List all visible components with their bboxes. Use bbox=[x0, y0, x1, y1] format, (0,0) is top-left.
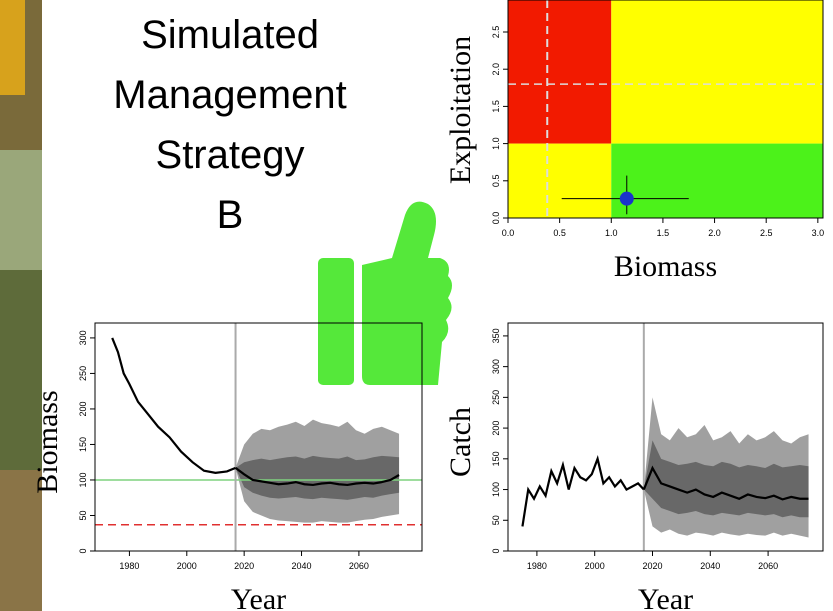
x-tick-label: 1.0 bbox=[605, 228, 618, 238]
line bbox=[522, 459, 643, 527]
thumbs-up bbox=[318, 202, 452, 385]
quadrant bbox=[611, 0, 823, 144]
photo-tile bbox=[0, 0, 25, 95]
y-tick-label: 250 bbox=[78, 366, 88, 381]
y-tick-label: 250 bbox=[491, 390, 501, 405]
y-tick-label: 100 bbox=[78, 472, 88, 487]
x-axis-label: Year bbox=[231, 583, 286, 611]
y-tick-label: 100 bbox=[491, 482, 501, 497]
thumb-cuff bbox=[318, 258, 354, 385]
x-tick-label: 1980 bbox=[527, 561, 547, 571]
photo-hill bbox=[0, 150, 42, 270]
title-line: Strategy bbox=[156, 133, 305, 177]
chart: 1980 2000 2020 2040 2060 0 50 100 150 200 250 300 35… bbox=[444, 323, 823, 611]
chart: 0.0 0.5 1.0 1.5 2.0 2.5 3.0 0.0 0.5 1.0 1.5 2.0 2.5 B… bbox=[444, 0, 824, 283]
y-tick-label: 2.5 bbox=[491, 26, 501, 39]
y-tick-label: 350 bbox=[491, 328, 501, 343]
title-line: B bbox=[217, 193, 244, 237]
x-tick-label: 0.5 bbox=[553, 228, 566, 238]
x-tick-label: 2060 bbox=[349, 561, 369, 571]
x-tick-label: 2000 bbox=[177, 561, 197, 571]
y-tick-label: 300 bbox=[491, 359, 501, 374]
x-tick-label: 0.0 bbox=[502, 228, 515, 238]
x-axis-label: Year bbox=[638, 583, 693, 611]
y-axis-label: Catch bbox=[444, 407, 477, 477]
x-tick-label: 2040 bbox=[292, 561, 312, 571]
y-tick-label: 0 bbox=[491, 548, 501, 553]
y-tick-label: 50 bbox=[491, 515, 501, 525]
slide: Simulated Management Strategy B 0.0 0.5 1.0 1.… bbox=[0, 0, 833, 611]
title-line: Simulated bbox=[141, 13, 319, 57]
y-axis-label: Biomass bbox=[31, 390, 64, 493]
title-line: Management bbox=[113, 73, 346, 117]
x-tick-label: 2000 bbox=[585, 561, 605, 571]
x-tick-label: 2020 bbox=[642, 561, 662, 571]
y-tick-label: 0.0 bbox=[491, 212, 501, 225]
x-tick-label: 3.0 bbox=[812, 228, 825, 238]
slide-title: Simulated Management Strategy B bbox=[113, 13, 346, 237]
y-tick-label: 1.5 bbox=[491, 100, 501, 113]
y-tick-label: 300 bbox=[78, 330, 88, 345]
y-tick-label: 150 bbox=[78, 437, 88, 452]
x-tick-label: 2.0 bbox=[708, 228, 721, 238]
x-axis-label: Biomass bbox=[614, 250, 717, 283]
quadrant bbox=[611, 144, 823, 218]
x-tick-label: 2060 bbox=[758, 561, 778, 571]
x-tick-label: 2.5 bbox=[760, 228, 773, 238]
thumb-hand bbox=[362, 202, 452, 385]
x-tick-label: 1.5 bbox=[657, 228, 670, 238]
y-tick-label: 0.5 bbox=[491, 175, 501, 188]
x-tick-label: 2020 bbox=[234, 561, 254, 571]
y-tick-label: 50 bbox=[78, 510, 88, 520]
y-tick-label: 2.0 bbox=[491, 63, 501, 76]
y-tick-label: 200 bbox=[491, 421, 501, 436]
y-tick-label: 1.0 bbox=[491, 137, 501, 150]
band bbox=[236, 456, 400, 500]
point bbox=[620, 192, 634, 206]
quadrant bbox=[508, 0, 611, 144]
y-tick-label: 0 bbox=[78, 548, 88, 553]
y-axis-label: Exploitation bbox=[444, 36, 477, 184]
y-tick-label: 200 bbox=[78, 401, 88, 416]
line bbox=[112, 338, 235, 473]
y-tick-label: 150 bbox=[491, 451, 501, 466]
quadrant bbox=[508, 144, 611, 218]
photo-strip bbox=[0, 0, 42, 611]
x-tick-label: 2040 bbox=[700, 561, 720, 571]
x-tick-label: 1980 bbox=[119, 561, 139, 571]
